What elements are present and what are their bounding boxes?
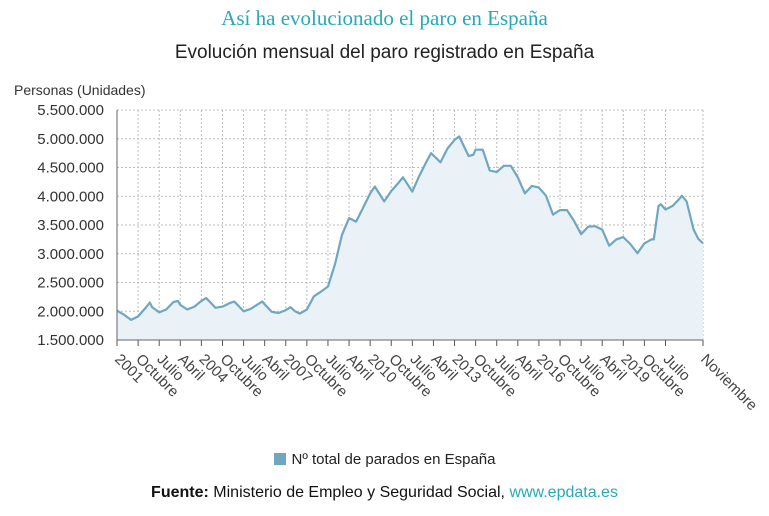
- y-tick-label: 5.500.000: [37, 102, 104, 119]
- y-tick-label: 4.500.000: [37, 160, 104, 177]
- y-tick-label: 2.000.000: [37, 303, 104, 320]
- y-tick-label: 3.000.000: [37, 246, 104, 263]
- source-text: Ministerio de Empleo y Seguridad Social,: [213, 484, 505, 501]
- y-tick-label: 1.500.000: [37, 332, 104, 349]
- y-tick-label: 4.000.000: [37, 188, 104, 205]
- legend-swatch: [273, 453, 286, 465]
- y-tick-label: 5.000.000: [37, 131, 104, 148]
- legend[interactable]: Nº total de parados en España: [0, 451, 769, 468]
- y-tick-label: 2.500.000: [37, 275, 104, 292]
- series-line: [116, 135, 704, 321]
- chart-title: Evolución mensual del paro registrado en…: [174, 42, 595, 63]
- source-line: Fuente: Ministerio de Empleo y Seguridad…: [0, 484, 769, 502]
- series-layer: [116, 135, 704, 340]
- source-prefix: Fuente:: [151, 484, 209, 501]
- headline: Así ha evolucionado el paro en España: [221, 6, 548, 30]
- x-tick-label: Noviembre: [697, 351, 760, 414]
- legend-label: Nº total de parados en España: [291, 451, 496, 468]
- source-link[interactable]: www.epdata.es: [509, 484, 618, 501]
- y-tick-label: 3.500.000: [37, 217, 104, 234]
- y-axis-label: Personas (Unidades): [14, 82, 146, 98]
- series-area: [117, 136, 703, 340]
